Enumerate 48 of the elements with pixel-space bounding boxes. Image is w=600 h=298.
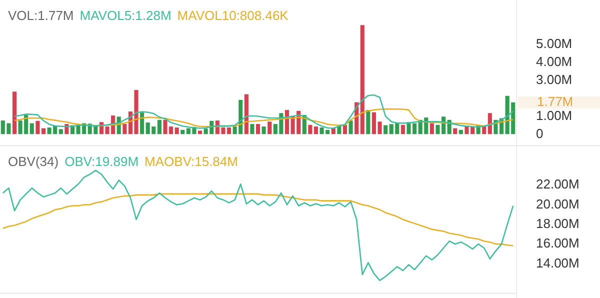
bar (458, 129, 463, 134)
y-tick-label: 0 (536, 125, 544, 140)
bar (314, 126, 318, 134)
bar (41, 128, 46, 134)
bar (366, 110, 370, 134)
bar (453, 128, 458, 134)
bar (12, 91, 17, 134)
bar (308, 124, 312, 134)
bar (360, 24, 364, 134)
bar (430, 122, 434, 134)
y-tick-label: 20.00M (536, 196, 580, 212)
bar (256, 124, 260, 134)
bar (122, 124, 127, 134)
bar (488, 112, 492, 134)
y-tick-label: 4.00M (536, 54, 572, 69)
y-tick-label: 3.00M (536, 71, 572, 86)
text: MAVOL10:808.46K (177, 8, 288, 23)
bar (180, 129, 185, 134)
text: OBV(34) (8, 154, 59, 169)
series-label: OBV:19.89M (64, 154, 139, 169)
bar (36, 120, 40, 134)
text: MAVOL5:1.28M (80, 8, 172, 23)
y-tick-label: 16.00M (536, 236, 580, 251)
bar (464, 126, 469, 134)
bar (157, 119, 162, 134)
bar (384, 124, 388, 134)
bar (174, 127, 179, 134)
bar (58, 128, 63, 134)
bar (400, 124, 405, 134)
chart-title: VOL:1.77M (8, 8, 74, 23)
y-tick-label: 1.00M (536, 107, 572, 122)
bar (348, 120, 353, 134)
bar (268, 121, 272, 134)
y-tick-label: 18.00M (536, 216, 580, 232)
y-tick-label: 5.00M (536, 36, 572, 51)
bar (244, 94, 248, 134)
bar (250, 124, 254, 134)
bar (262, 126, 266, 134)
bar (342, 124, 347, 134)
y-tick-label: 14.00M (536, 255, 580, 270)
text: 1.77M (537, 94, 574, 109)
bar (140, 112, 144, 134)
bar (226, 127, 232, 134)
bar (30, 122, 34, 134)
y-tick-label: 22.00M (536, 176, 580, 192)
bar (482, 126, 486, 134)
bar (198, 130, 202, 134)
series-label: MAOBV:15.84M (144, 154, 238, 169)
